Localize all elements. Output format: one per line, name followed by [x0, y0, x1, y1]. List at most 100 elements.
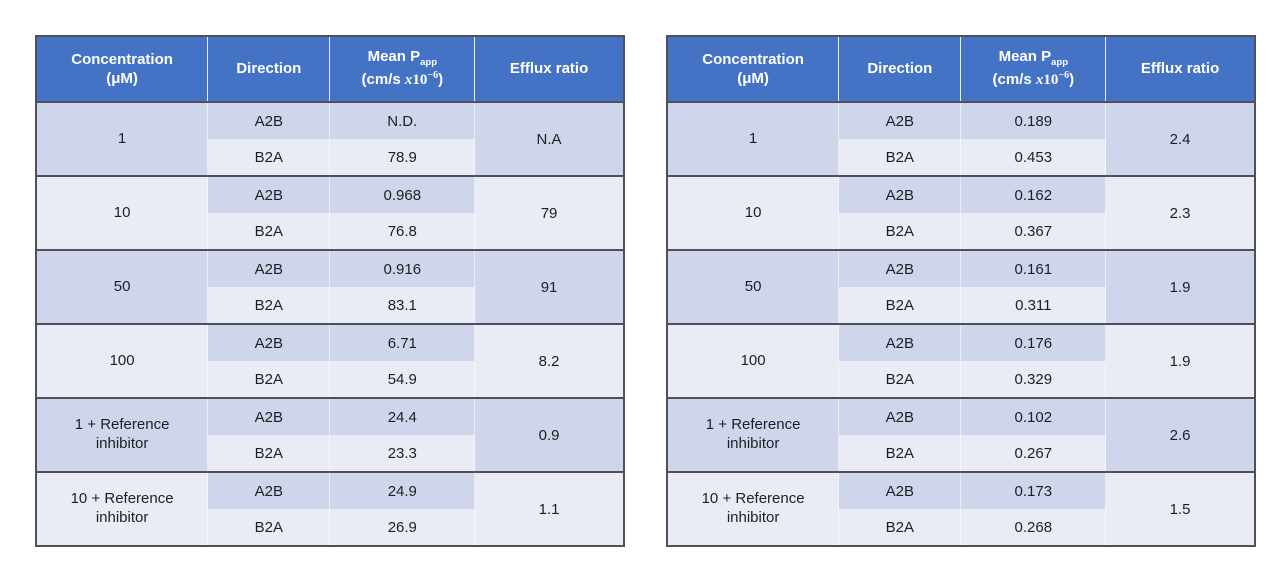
table-row: 1 + Reference inhibitor A2B 24.4 0.9 [36, 397, 624, 472]
header-row: Concentration (μM) Direction Mean Papp (… [36, 36, 624, 103]
mean-papp-cell: 6.71 [329, 323, 475, 361]
direction-cell: A2B [207, 471, 330, 509]
direction-cell: A2B [207, 323, 330, 361]
table-row: B2A 0.329 [667, 361, 1255, 398]
direction-cell: A2B [838, 397, 961, 435]
direction-cell: A2B [838, 101, 961, 139]
table-row: 50 A2B 0.161 1.9 [667, 249, 1255, 324]
mean-papp-cell: 0.311 [960, 287, 1106, 324]
mean-papp-cell: 26.9 [329, 509, 475, 546]
header-row: Concentration (μM) Direction Mean Papp (… [667, 36, 1255, 103]
mean-papp-cell: 83.1 [329, 287, 475, 324]
direction-cell: B2A [838, 139, 961, 176]
table-row: 50 A2B 0.916 91 [36, 249, 624, 324]
mean-papp-subscript: app [420, 57, 437, 69]
efflux-ratio-cell: 1.9 [1105, 323, 1255, 398]
direction-cell: A2B [838, 471, 961, 509]
table-row: 100 A2B 0.176 1.9 [667, 323, 1255, 398]
table-row: B2A 0.311 [667, 287, 1255, 324]
mean-papp-unit-open: (cm/s [992, 71, 1036, 89]
table-row: 1 A2B 0.189 2.4 [667, 101, 1255, 176]
mean-papp-math: x10−6 [404, 70, 439, 89]
col-header-direction: Direction [838, 36, 961, 103]
concentration-label-line1: Concentration [702, 50, 804, 68]
direction-cell: B2A [838, 361, 961, 398]
mean-papp-cell: 23.3 [329, 435, 475, 472]
mean-papp-unit-open: (cm/s [361, 71, 405, 89]
concentration-cell: 100 [667, 323, 839, 398]
efflux-ratio-cell: 91 [474, 249, 624, 324]
efflux-ratio-cell: 1.9 [1105, 249, 1255, 324]
table-row: B2A 78.9 [36, 139, 624, 176]
col-header-mean-papp: Mean Papp (cm/s x10−6) [329, 36, 475, 103]
mean-papp-cell: 24.4 [329, 397, 475, 435]
mean-papp-cell: 0.176 [960, 323, 1106, 361]
mean-papp-cell: 78.9 [329, 139, 475, 176]
mean-papp-unit-close: ) [438, 71, 444, 89]
col-header-concentration: Concentration (μM) [667, 36, 839, 103]
table-row: 10 A2B 0.162 2.3 [667, 175, 1255, 250]
efflux-ratio-cell: 2.6 [1105, 397, 1255, 472]
concentration-label-line2: (μM) [737, 70, 769, 87]
concentration-cell: 1 [36, 101, 208, 176]
efflux-ratio-cell: 0.9 [474, 397, 624, 472]
direction-cell: B2A [207, 139, 330, 176]
table-row: B2A 76.8 [36, 213, 624, 250]
table-row: B2A 0.453 [667, 139, 1255, 176]
direction-cell: B2A [838, 213, 961, 250]
efflux-ratio-cell: N.A [474, 101, 624, 176]
direction-cell: A2B [207, 397, 330, 435]
mean-papp-cell: 0.189 [960, 101, 1106, 139]
direction-cell: A2B [207, 249, 330, 287]
mean-papp-label: Mean P [998, 48, 1052, 66]
concentration-cell: 1 + Reference inhibitor [36, 397, 208, 472]
direction-cell: B2A [838, 435, 961, 472]
table-row: B2A 54.9 [36, 361, 624, 398]
col-header-mean-papp: Mean Papp (cm/s x10−6) [960, 36, 1106, 103]
efflux-table-left: Concentration (μM) Direction Mean Papp (… [35, 35, 625, 547]
concentration-cell: 1 [667, 101, 839, 176]
concentration-cell: 50 [667, 249, 839, 324]
table-row: 100 A2B 6.71 8.2 [36, 323, 624, 398]
direction-cell: B2A [207, 509, 330, 546]
col-header-concentration: Concentration (μM) [36, 36, 208, 103]
mean-papp-cell: N.D. [329, 101, 475, 139]
mean-papp-cell: 0.161 [960, 249, 1106, 287]
col-header-efflux-ratio: Efflux ratio [1105, 36, 1255, 103]
mean-papp-cell: 0.173 [960, 471, 1106, 509]
concentration-cell: 1 + Reference inhibitor [667, 397, 839, 472]
table-row: 10 + Reference inhibitor A2B 24.9 1.1 [36, 471, 624, 546]
col-header-efflux-ratio: Efflux ratio [474, 36, 624, 103]
mean-papp-cell: 54.9 [329, 361, 475, 398]
table-row: B2A 0.268 [667, 509, 1255, 546]
mean-papp-subscript: app [1051, 57, 1068, 69]
tables-row: Concentration (μM) Direction Mean Papp (… [35, 35, 1256, 547]
direction-cell: B2A [207, 287, 330, 324]
table-row: 1 A2B N.D. N.A [36, 101, 624, 176]
direction-cell: B2A [838, 509, 961, 546]
direction-cell: B2A [207, 213, 330, 250]
col-header-direction: Direction [207, 36, 330, 103]
direction-cell: A2B [207, 175, 330, 213]
table-row: B2A 26.9 [36, 509, 624, 546]
table-row: B2A 0.267 [667, 435, 1255, 472]
mean-papp-cell: 0.329 [960, 361, 1106, 398]
efflux-ratio-cell: 8.2 [474, 323, 624, 398]
direction-cell: A2B [207, 101, 330, 139]
mean-papp-cell: 0.968 [329, 175, 475, 213]
concentration-cell: 10 [667, 175, 839, 250]
table-row: B2A 23.3 [36, 435, 624, 472]
efflux-ratio-cell: 79 [474, 175, 624, 250]
table-row: 10 A2B 0.968 79 [36, 175, 624, 250]
mean-papp-math: x10−6 [1035, 70, 1070, 89]
mean-papp-cell: 0.453 [960, 139, 1106, 176]
mean-papp-cell: 0.268 [960, 509, 1106, 546]
mean-papp-cell: 24.9 [329, 471, 475, 509]
concentration-cell: 10 [36, 175, 208, 250]
mean-papp-cell: 76.8 [329, 213, 475, 250]
efflux-ratio-cell: 2.3 [1105, 175, 1255, 250]
mean-papp-cell: 0.267 [960, 435, 1106, 472]
efflux-ratio-cell: 1.5 [1105, 471, 1255, 546]
direction-cell: B2A [838, 287, 961, 324]
efflux-ratio-cell: 2.4 [1105, 101, 1255, 176]
